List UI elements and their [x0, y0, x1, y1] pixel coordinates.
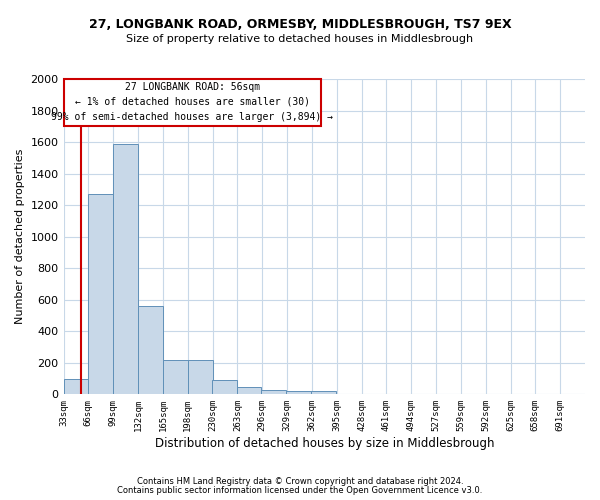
- Text: Contains public sector information licensed under the Open Government Licence v3: Contains public sector information licen…: [118, 486, 482, 495]
- Text: Size of property relative to detached houses in Middlesbrough: Size of property relative to detached ho…: [127, 34, 473, 44]
- Bar: [212, 380, 236, 394]
- Y-axis label: Number of detached properties: Number of detached properties: [15, 149, 25, 324]
- Text: ← 1% of detached houses are smaller (30): ← 1% of detached houses are smaller (30): [75, 96, 310, 106]
- Bar: [236, 387, 262, 394]
- Text: Contains HM Land Registry data © Crown copyright and database right 2024.: Contains HM Land Registry data © Crown c…: [137, 477, 463, 486]
- Text: 27 LONGBANK ROAD: 56sqm: 27 LONGBANK ROAD: 56sqm: [125, 82, 260, 92]
- Bar: [64, 79, 321, 126]
- Text: 99% of semi-detached houses are larger (3,894) →: 99% of semi-detached houses are larger (…: [51, 112, 333, 122]
- Bar: [88, 194, 113, 394]
- Bar: [138, 306, 163, 394]
- Text: 27, LONGBANK ROAD, ORMESBY, MIDDLESBROUGH, TS7 9EX: 27, LONGBANK ROAD, ORMESBY, MIDDLESBROUG…: [89, 18, 511, 30]
- Bar: [311, 391, 336, 394]
- Bar: [286, 391, 311, 394]
- Bar: [188, 360, 212, 394]
- Bar: [163, 360, 188, 394]
- Bar: [262, 390, 286, 394]
- Bar: [64, 378, 88, 394]
- Bar: [113, 144, 138, 394]
- X-axis label: Distribution of detached houses by size in Middlesbrough: Distribution of detached houses by size …: [155, 437, 494, 450]
